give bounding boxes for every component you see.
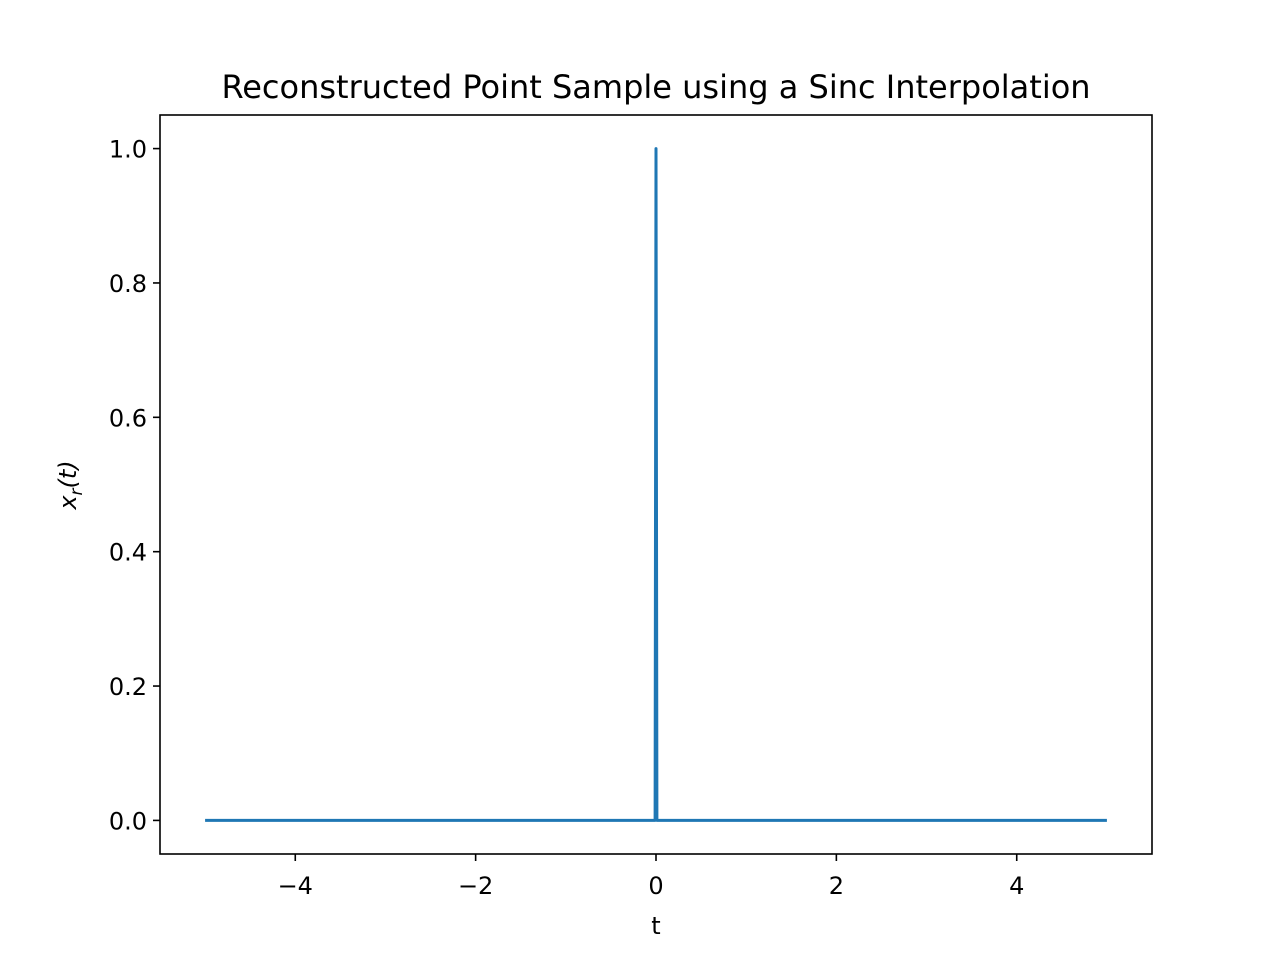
y-tick-label: 0.2 <box>109 673 147 701</box>
y-tick-label: 0.0 <box>109 807 147 835</box>
x-tick-label: −2 <box>458 872 493 900</box>
y-tick-label: 0.4 <box>109 539 147 567</box>
y-axis: 0.0 0.2 0.4 0.6 0.8 1.0 <box>109 136 160 835</box>
x-tick-label: 0 <box>648 872 663 900</box>
y-axis-label-subscript: r <box>67 487 87 495</box>
y-tick-label: 0.6 <box>109 404 147 432</box>
series-layer <box>205 147 1107 822</box>
chart-title: Reconstructed Point Sample using a Sinc … <box>221 68 1090 106</box>
x-tick-label: −4 <box>278 872 313 900</box>
y-tick-label: 0.8 <box>109 270 147 298</box>
y-tick-label: 1.0 <box>109 136 147 164</box>
x-axis-label: t <box>651 912 660 940</box>
y-axis-label: xr(t) <box>54 460 87 510</box>
x-tick-label: 4 <box>1009 872 1024 900</box>
x-tick-label: 2 <box>829 872 844 900</box>
series-line-0 <box>205 147 1107 822</box>
y-axis-label-suffix: (t) <box>54 460 82 488</box>
x-axis: −4 −2 0 2 4 <box>278 854 1024 900</box>
y-axis-label-prefix: x <box>54 495 82 511</box>
